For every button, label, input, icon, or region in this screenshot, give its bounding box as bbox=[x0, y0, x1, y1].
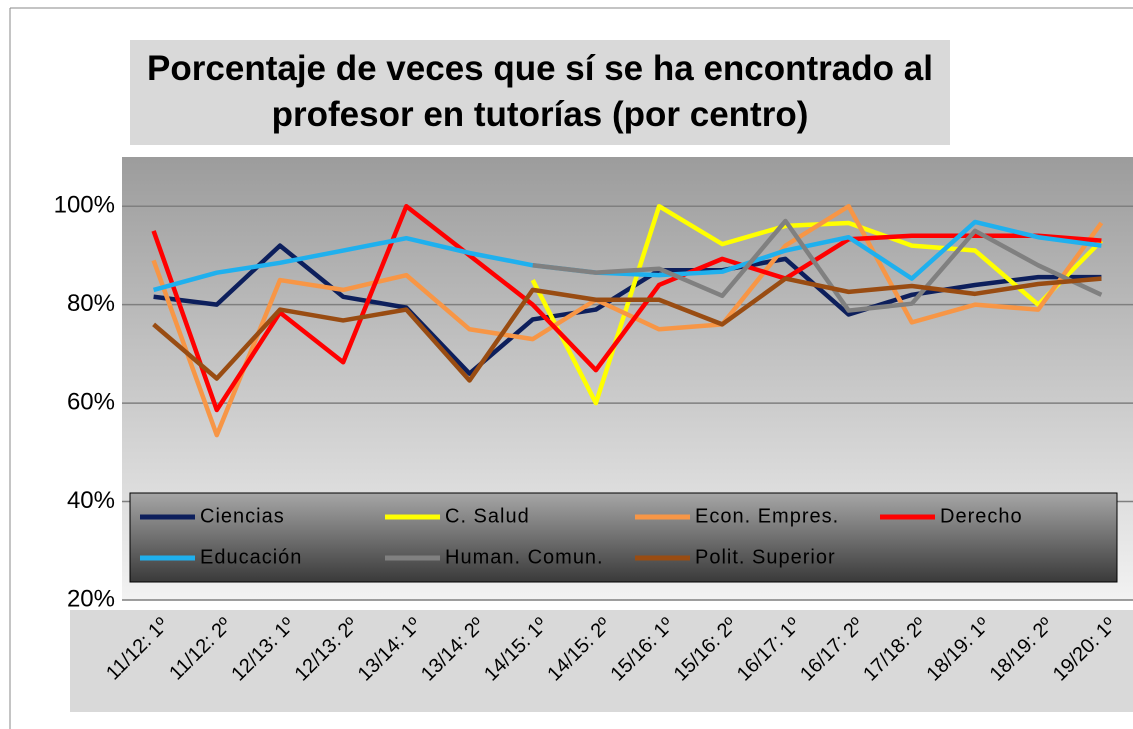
series-line bbox=[152, 276, 1102, 383]
y-tick-label: 40% bbox=[67, 487, 115, 514]
chart-title: Porcentaje de veces que sí se ha encontr… bbox=[130, 40, 950, 145]
series-line bbox=[532, 218, 1103, 313]
y-tick-label: 100% bbox=[54, 192, 115, 219]
legend-label: C. Salud bbox=[445, 505, 530, 527]
y-tick-label: 80% bbox=[67, 290, 115, 317]
x-label-band bbox=[70, 610, 1133, 712]
series-line bbox=[151, 203, 1102, 413]
series-line bbox=[153, 219, 1102, 293]
legend-label: Derecho bbox=[940, 505, 1023, 527]
y-tick-label: 20% bbox=[67, 585, 115, 612]
legend-label: Ciencias bbox=[200, 505, 285, 527]
legend-label: Econ. Empres. bbox=[695, 505, 839, 527]
legend bbox=[129, 492, 1118, 583]
legend-label: Polit. Superior bbox=[695, 546, 836, 568]
legend-label: Educación bbox=[200, 546, 302, 568]
y-tick-label: 60% bbox=[67, 388, 115, 415]
series-line bbox=[151, 203, 1104, 438]
legend-label: Human. Comun. bbox=[445, 546, 604, 568]
